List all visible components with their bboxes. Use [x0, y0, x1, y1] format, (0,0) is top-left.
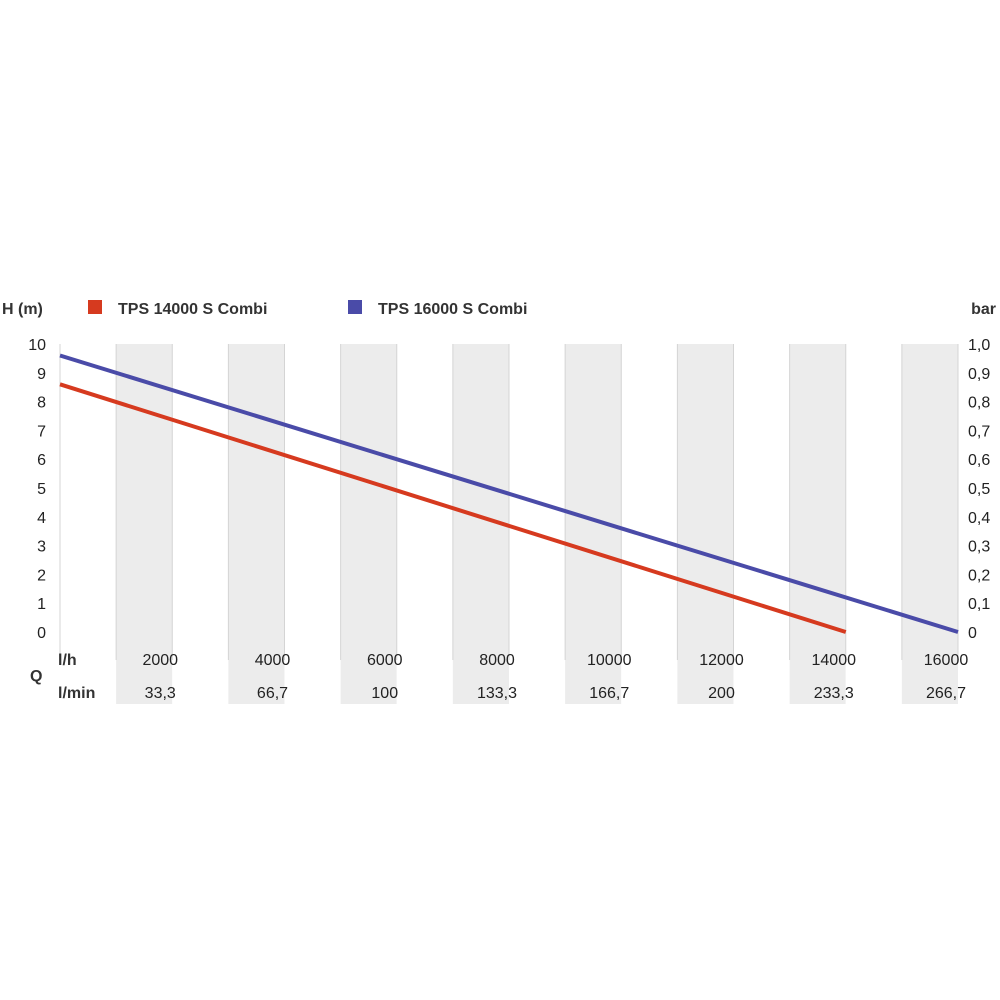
legend-label-1: TPS 14000 S Combi	[118, 301, 267, 318]
y-left-tick-label: 7	[37, 423, 46, 440]
legend-label-2: TPS 16000 S Combi	[378, 301, 527, 318]
x-tick-label: 10000	[587, 652, 632, 669]
y-right-tick-label: 0,7	[968, 423, 990, 440]
x-tick-label: 8000	[479, 652, 515, 669]
legend: TPS 14000 S Combi TPS 16000 S Combi	[88, 300, 527, 318]
grid-band	[789, 344, 846, 704]
y-axis-right: 0 0,1 0,2 0,3 0,4 0,5 0,6 0,7 0,8 0,9 1,0	[968, 337, 990, 642]
grid-lines	[59, 344, 959, 660]
grid-band	[733, 344, 790, 704]
grid-band	[901, 344, 958, 704]
y-left-tick-label: 1	[37, 596, 46, 613]
x-tick-label: 6000	[367, 652, 403, 669]
x2-tick-label: 33,3	[145, 685, 176, 702]
legend-swatch-2	[348, 300, 362, 314]
background-bands	[60, 344, 958, 704]
y-left-tick-label: 0	[37, 625, 46, 642]
y-right-tick-label: 0,1	[968, 596, 990, 613]
x-tick-label: 2000	[142, 652, 178, 669]
y-left-tick-label: 5	[37, 481, 46, 498]
x-axis: 2000 4000 6000 8000 10000 12000 14000 16000 33,3…	[142, 652, 968, 702]
x-tick-label: 16000	[924, 652, 969, 669]
x-tick-label: 14000	[812, 652, 857, 669]
y-right-tick-label: 0	[968, 625, 977, 642]
x-tick-label: 12000	[699, 652, 744, 669]
y-right-tick-label: 0,3	[968, 539, 990, 556]
y-right-tick-label: 0,6	[968, 452, 990, 469]
y-left-tick-label: 4	[37, 510, 46, 527]
y-axis-left: 0 1 2 3 4 5 6 7 8 9 10	[28, 337, 46, 642]
y-left-tick-label: 9	[37, 366, 46, 383]
x2-tick-label: 66,7	[257, 685, 288, 702]
x-axis-unit-lmin: l/min	[58, 685, 95, 702]
series-line-1	[59, 382, 847, 634]
series-line-2	[59, 353, 959, 634]
legend-swatch-1	[88, 300, 102, 314]
q-axis-title: Q	[30, 668, 42, 685]
x2-tick-label: 100	[371, 685, 398, 702]
y-right-tick-label: 1,0	[968, 337, 990, 354]
y-right-tick-label: 0,5	[968, 481, 990, 498]
y-left-tick-label: 2	[37, 567, 46, 584]
y-right-tick-label: 0,8	[968, 395, 990, 412]
x-tick-label: 4000	[255, 652, 291, 669]
y-right-tick-label: 0,2	[968, 567, 990, 584]
grid-band	[677, 344, 734, 704]
grid-band	[116, 344, 173, 704]
series-lines	[59, 353, 959, 634]
y-right-tick-label: 0,9	[968, 366, 990, 383]
y-left-tick-label: 6	[37, 452, 46, 469]
y-axis-right-title: bar	[971, 301, 996, 318]
y-right-tick-label: 0,4	[968, 510, 990, 527]
x2-tick-label: 233,3	[814, 685, 854, 702]
x-axis-unit-lh: l/h	[58, 652, 77, 669]
x2-tick-label: 166,7	[589, 685, 629, 702]
x2-tick-label: 200	[708, 685, 735, 702]
grid-band	[396, 344, 453, 704]
grid-band	[284, 344, 341, 704]
grid-band	[340, 344, 397, 704]
grid-band	[621, 344, 678, 704]
grid-band	[60, 344, 117, 704]
x2-tick-label: 266,7	[926, 685, 966, 702]
y-left-tick-label: 8	[37, 395, 46, 412]
x2-tick-label: 133,3	[477, 685, 517, 702]
y-axis-left-title: H (m)	[2, 301, 43, 318]
grid-band	[845, 344, 902, 704]
grid-band	[228, 344, 285, 704]
grid-band	[509, 344, 566, 704]
y-left-tick-label: 10	[28, 337, 46, 354]
y-left-tick-label: 3	[37, 539, 46, 556]
